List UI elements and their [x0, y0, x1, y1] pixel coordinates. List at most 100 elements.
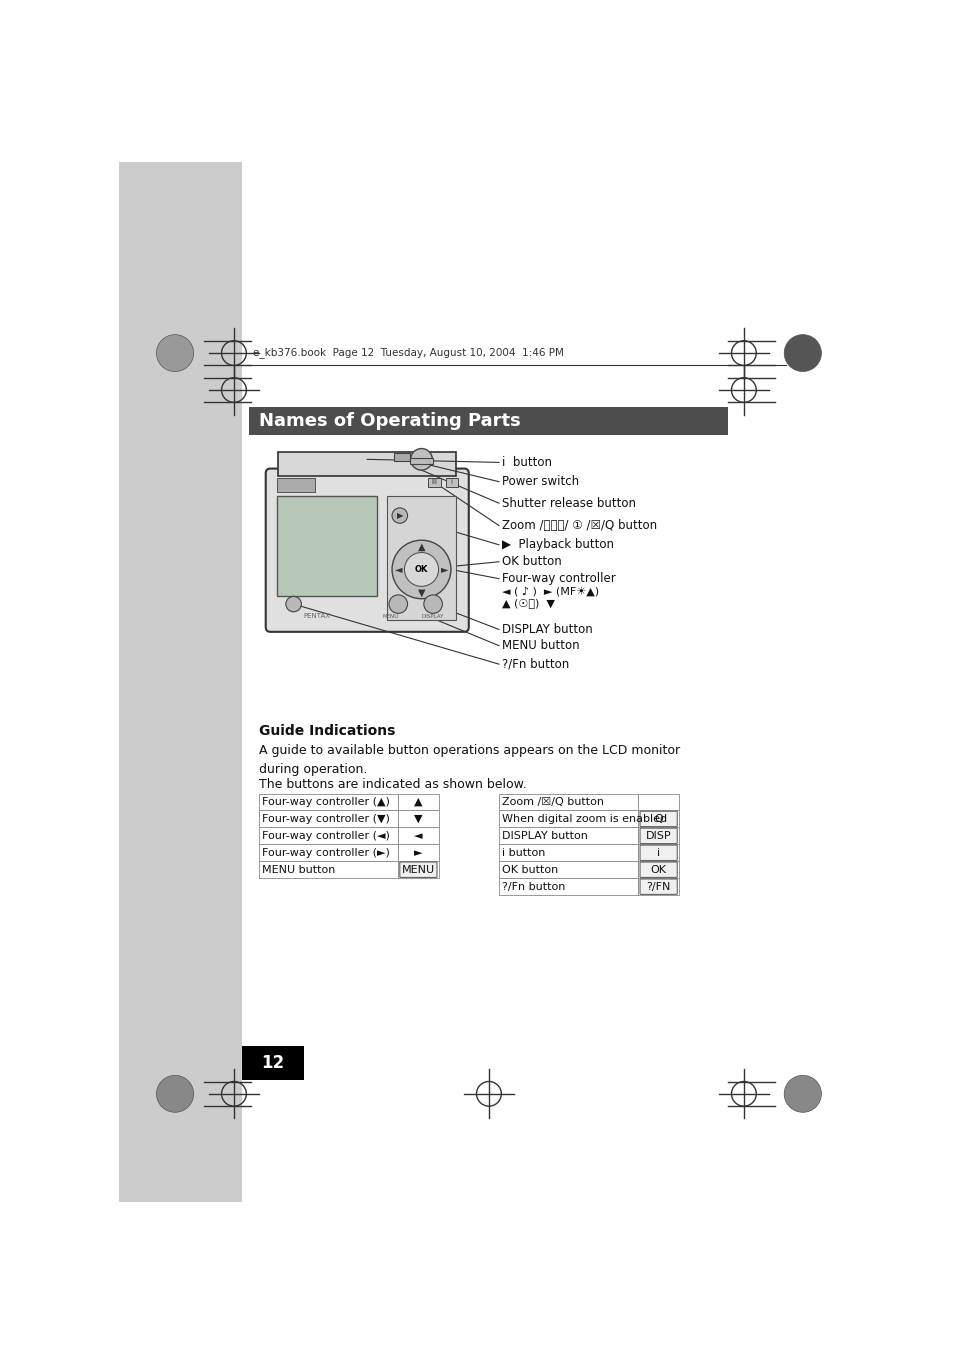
FancyBboxPatch shape: [639, 846, 677, 861]
Circle shape: [392, 540, 451, 598]
Text: ▲: ▲: [414, 797, 422, 807]
Text: MENU button: MENU button: [501, 639, 579, 653]
Text: Zoom /☒/Q button: Zoom /☒/Q button: [501, 797, 603, 807]
Text: i: i: [657, 848, 659, 858]
Text: A guide to available button operations appears on the LCD monitor: A guide to available button operations a…: [258, 744, 679, 758]
Text: ►: ►: [440, 565, 448, 574]
Bar: [394, 453, 410, 461]
Text: The buttons are indicated as shown below.: The buttons are indicated as shown below…: [258, 778, 526, 792]
Text: Shutter release button: Shutter release button: [501, 497, 636, 509]
Text: OK button: OK button: [501, 865, 558, 874]
Bar: [241, 1046, 303, 1079]
Circle shape: [410, 449, 432, 470]
Bar: [498, 793, 638, 811]
Bar: [638, 862, 679, 878]
Text: When digital zoom is enabled: When digital zoom is enabled: [501, 813, 666, 824]
Bar: [258, 844, 397, 862]
Bar: [249, 407, 728, 435]
Text: ◄ ( ♪ )  ► (MF☀▲): ◄ ( ♪ ) ► (MF☀▲): [501, 586, 598, 596]
Text: MENU: MENU: [401, 865, 435, 874]
Text: Power switch: Power switch: [501, 476, 578, 488]
Circle shape: [392, 508, 407, 523]
FancyBboxPatch shape: [639, 811, 677, 827]
Bar: [428, 478, 440, 488]
Text: III: III: [431, 480, 437, 485]
Bar: [638, 811, 679, 827]
Bar: [397, 793, 438, 811]
Bar: [119, 162, 241, 1202]
Bar: [258, 793, 397, 811]
Circle shape: [286, 596, 301, 612]
Text: DISPLAY button: DISPLAY button: [501, 623, 592, 636]
Text: i: i: [450, 480, 453, 485]
Text: e_kb376.book  Page 12  Tuesday, August 10, 2004  1:46 PM: e_kb376.book Page 12 Tuesday, August 10,…: [253, 347, 563, 358]
FancyBboxPatch shape: [266, 469, 468, 632]
Text: Zoom /⑯⑯⑯/ ① /☒/Q button: Zoom /⑯⑯⑯/ ① /☒/Q button: [501, 519, 657, 532]
Bar: [397, 844, 438, 862]
Text: MENU: MENU: [382, 613, 398, 619]
Text: ►: ►: [414, 848, 422, 858]
Text: Four-way controller (►): Four-way controller (►): [261, 848, 390, 858]
Text: OK: OK: [650, 865, 666, 874]
Circle shape: [783, 335, 821, 372]
Text: during operation.: during operation.: [258, 763, 367, 775]
Bar: [258, 811, 397, 827]
Text: Four-way controller: Four-way controller: [501, 573, 616, 585]
FancyBboxPatch shape: [639, 880, 677, 894]
Text: Q: Q: [654, 813, 662, 824]
Bar: [498, 811, 638, 827]
Text: DISP: DISP: [645, 831, 671, 840]
Bar: [410, 458, 433, 463]
Text: OK: OK: [415, 565, 428, 574]
Circle shape: [423, 594, 442, 613]
Text: ▼: ▼: [414, 813, 422, 824]
Bar: [638, 844, 679, 862]
Text: ?/FN: ?/FN: [646, 882, 670, 892]
Text: i button: i button: [501, 848, 545, 858]
Bar: [258, 862, 397, 878]
Text: OK button: OK button: [501, 555, 561, 569]
Text: Guide Indications: Guide Indications: [258, 724, 395, 738]
Bar: [498, 862, 638, 878]
Text: Four-way controller (◄): Four-way controller (◄): [261, 831, 390, 840]
Bar: [386, 496, 456, 620]
Text: ▶  Playback button: ▶ Playback button: [501, 538, 614, 551]
FancyBboxPatch shape: [399, 862, 436, 877]
Circle shape: [156, 335, 193, 372]
Text: DISPLAY: DISPLAY: [421, 613, 444, 619]
Bar: [445, 478, 457, 488]
Bar: [498, 827, 638, 844]
Circle shape: [156, 1075, 193, 1112]
Bar: [638, 827, 679, 844]
Text: MENU button: MENU button: [261, 865, 335, 874]
Circle shape: [783, 1075, 821, 1112]
Text: ▲: ▲: [417, 542, 425, 551]
Bar: [276, 478, 315, 492]
Text: ?/Fn button: ?/Fn button: [501, 658, 569, 670]
Text: i  button: i button: [501, 455, 552, 469]
Text: DISPLAY button: DISPLAY button: [501, 831, 587, 840]
Circle shape: [404, 553, 438, 586]
Bar: [397, 811, 438, 827]
Bar: [397, 862, 438, 878]
Bar: [397, 827, 438, 844]
Text: Names of Operating Parts: Names of Operating Parts: [258, 412, 520, 430]
Text: 12: 12: [261, 1054, 284, 1073]
Bar: [276, 496, 377, 596]
Text: Four-way controller (▲): Four-way controller (▲): [261, 797, 390, 807]
Text: ◄: ◄: [395, 565, 401, 574]
FancyBboxPatch shape: [639, 828, 677, 843]
Text: ◄: ◄: [414, 831, 422, 840]
Bar: [498, 844, 638, 862]
Circle shape: [389, 594, 407, 613]
Bar: [638, 793, 679, 811]
Text: ▶: ▶: [396, 511, 402, 520]
Text: Four-way controller (▼): Four-way controller (▼): [261, 813, 390, 824]
Text: PENTAX: PENTAX: [303, 613, 330, 619]
Bar: [258, 827, 397, 844]
Text: ▼: ▼: [417, 588, 425, 597]
Text: ▲ (☉⌗)  ▼: ▲ (☉⌗) ▼: [501, 597, 555, 608]
Bar: [498, 878, 638, 896]
Bar: [638, 878, 679, 896]
Text: ?/Fn button: ?/Fn button: [501, 882, 565, 892]
